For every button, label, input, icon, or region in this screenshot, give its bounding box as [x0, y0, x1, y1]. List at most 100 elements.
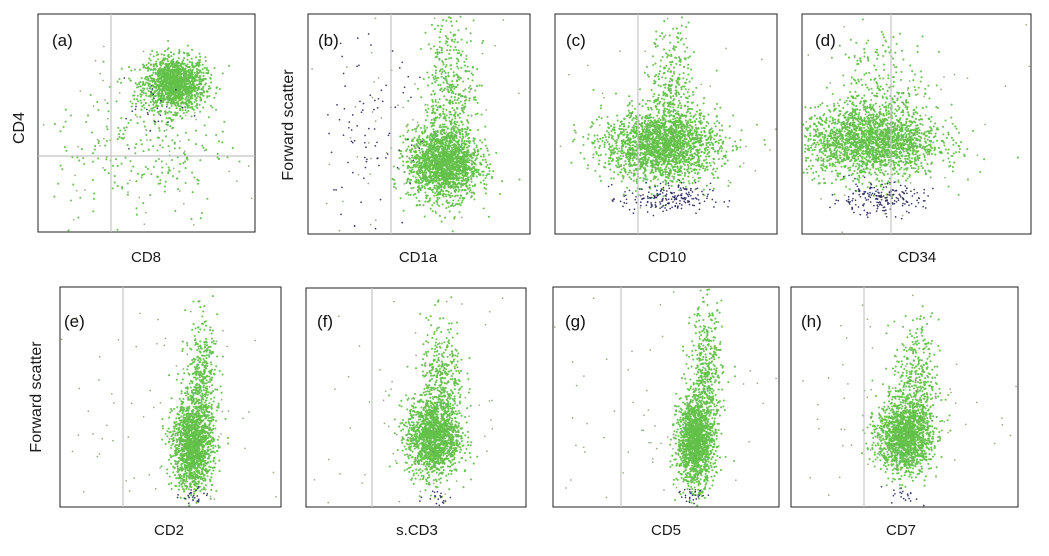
event-dot [453, 176, 456, 180]
event-dot [250, 197, 253, 200]
event-dot [468, 186, 471, 189]
event-dot [350, 129, 353, 131]
event-dot [424, 128, 427, 132]
event-dot [447, 181, 450, 184]
event-dot [104, 99, 106, 101]
event-dot [365, 160, 368, 163]
event-dot [62, 125, 65, 129]
event-dot [431, 100, 434, 103]
event-dot [627, 163, 631, 166]
event-dot [422, 204, 425, 207]
event-dot [402, 106, 405, 109]
event-dot [476, 112, 479, 115]
event-dot [151, 74, 154, 77]
event-dot [441, 70, 444, 73]
event-dot [425, 142, 428, 145]
event-dot [452, 205, 455, 208]
event-dot [454, 203, 457, 207]
event-dot [182, 152, 186, 155]
event-dot [465, 58, 468, 61]
event-dot [406, 148, 409, 151]
event-dot [487, 215, 490, 218]
event-dot [469, 84, 472, 87]
event-dot [423, 126, 426, 130]
event-dot [709, 164, 712, 167]
event-dot [42, 124, 45, 126]
event-dot [682, 181, 685, 184]
event-dot [712, 138, 716, 141]
event-dot [198, 80, 201, 83]
event-dot [478, 172, 481, 175]
event-dot [470, 191, 473, 194]
event-dot [409, 166, 413, 169]
event-dot [456, 159, 459, 162]
event-dot [461, 123, 464, 126]
event-dot [453, 182, 456, 185]
event-dot [165, 129, 168, 131]
event-dot [347, 126, 350, 129]
event-dot [464, 130, 468, 133]
event-dot [469, 40, 472, 43]
event-dot [417, 174, 420, 177]
event-dot [412, 159, 415, 162]
event-dot [490, 175, 493, 178]
event-dot [463, 145, 466, 148]
event-dot [423, 174, 426, 177]
event-dot [202, 74, 205, 78]
event-dot [456, 177, 459, 180]
event-dot [178, 92, 181, 95]
event-dot [139, 139, 142, 142]
event-dot [141, 87, 145, 90]
event-dot [159, 88, 162, 91]
event-dot [452, 34, 455, 37]
event-dot [455, 79, 459, 82]
event-dot [444, 35, 447, 38]
event-dot [449, 16, 452, 19]
event-dot [454, 125, 457, 129]
event-dot [631, 144, 634, 147]
event-dot [64, 108, 67, 111]
event-dot [166, 60, 169, 63]
event-dot [417, 141, 420, 144]
event-dot [418, 162, 421, 165]
event-dot [130, 105, 133, 108]
event-dot [705, 158, 708, 161]
event-dot [351, 114, 354, 116]
event-dot [480, 113, 483, 116]
event-dot [604, 135, 607, 139]
event-dot [177, 61, 180, 64]
event-dot [218, 88, 221, 91]
event-dot [177, 83, 180, 86]
event-dot [449, 45, 452, 48]
event-dot [374, 219, 377, 222]
event-dot [209, 77, 212, 80]
event-dot [447, 16, 450, 19]
event-dot [148, 109, 151, 112]
event-dot [441, 157, 444, 161]
event-dot [236, 180, 238, 182]
event-dot [421, 180, 425, 183]
event-dot [445, 63, 448, 67]
event-dot [144, 211, 147, 214]
event-dot [369, 94, 372, 97]
event-dot [426, 200, 430, 203]
event-dot [399, 197, 402, 200]
event-dot [103, 169, 106, 172]
event-dot [466, 119, 469, 123]
event-dot [763, 138, 766, 142]
event-dot [190, 115, 193, 118]
event-dot [454, 38, 457, 41]
event-dot [408, 169, 411, 172]
event-dot [166, 97, 169, 100]
event-dot [151, 50, 154, 53]
event-dot [439, 164, 443, 167]
event-dot [426, 134, 429, 138]
event-dot [586, 137, 590, 140]
event-dot [142, 81, 145, 84]
event-dot [149, 130, 152, 132]
event-dot [454, 46, 457, 49]
event-dot [127, 66, 131, 69]
event-dot [177, 80, 180, 83]
event-dot [421, 186, 424, 189]
event-dot [439, 155, 442, 158]
